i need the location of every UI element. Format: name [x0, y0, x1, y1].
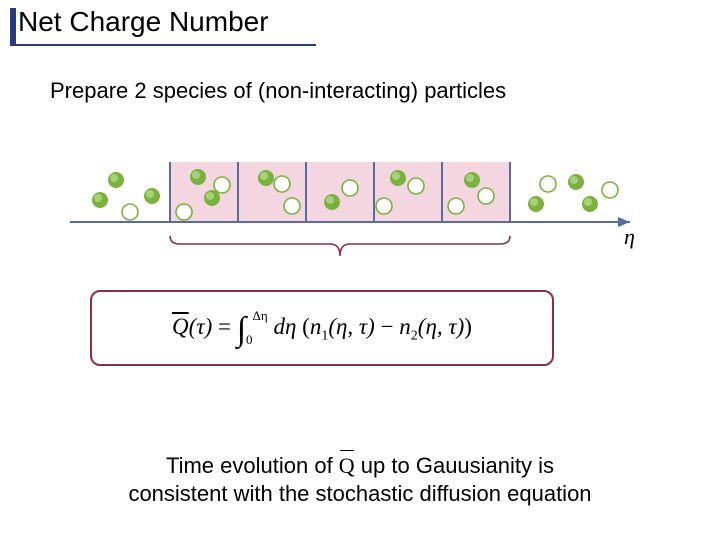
equation: Q(τ) = ∫0Δη dη (n1(η, τ) − n2(η, τ)) [172, 308, 472, 349]
svg-text:η: η [624, 224, 635, 249]
conclusion-text: Time evolution of Q up to Gauusianity is… [0, 452, 720, 507]
equation-box: Q(τ) = ∫0Δη dη (n1(η, τ) − n2(η, τ)) [90, 290, 554, 366]
slide-title: Net Charge Number [18, 6, 269, 38]
particle-bins-diagram: η [70, 140, 650, 270]
slide-subtitle: Prepare 2 species of (non-interacting) p… [50, 78, 506, 104]
